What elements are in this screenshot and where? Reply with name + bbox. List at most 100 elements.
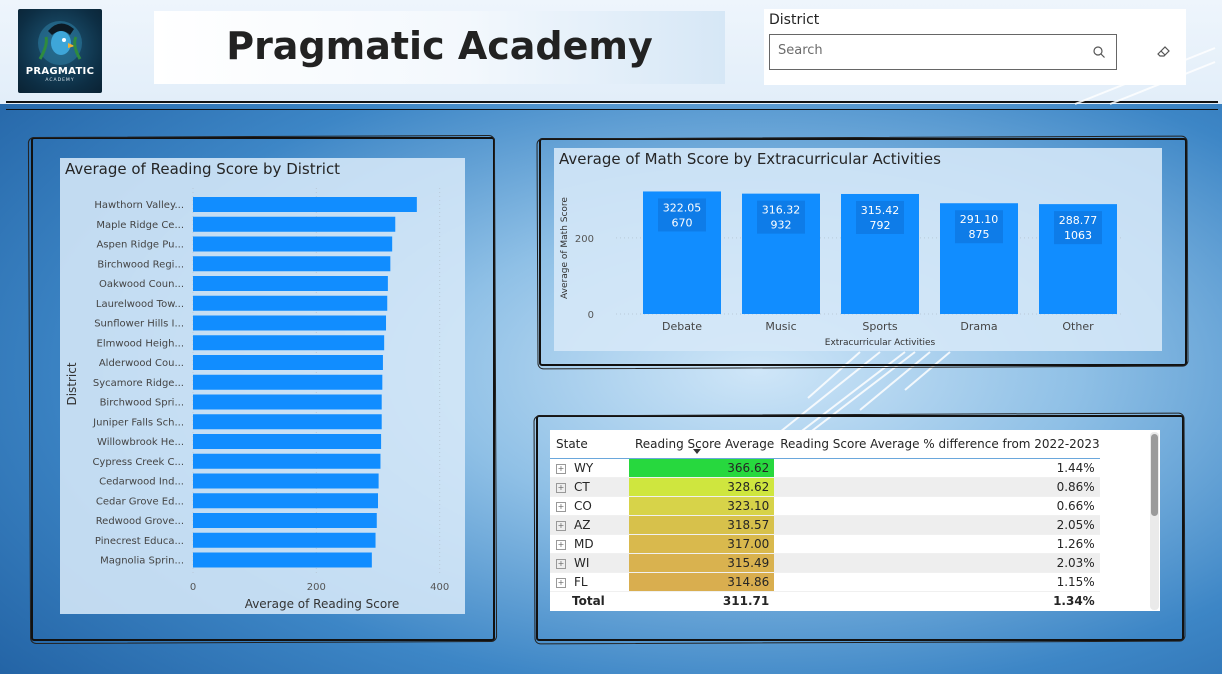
state-cell[interactable]: + WI [550, 553, 629, 573]
category-label: Maple Ridge Ce... [96, 220, 184, 231]
math-chart-panel[interactable]: Average of Math Score by Extracurricular… [554, 148, 1162, 351]
reading-avg-cell: 366.62 [629, 458, 775, 478]
bar [193, 473, 379, 489]
bar [193, 315, 387, 331]
data-label-bg [1054, 211, 1102, 245]
table-row[interactable]: + FL 314.86 1.15% [550, 572, 1100, 592]
pct-diff-cell: 2.05% [774, 515, 1100, 535]
category-label: Hawthorn Valley... [94, 200, 184, 211]
reading-avg-cell: 317.00 [629, 534, 775, 554]
data-label-bg [856, 200, 904, 234]
expand-icon[interactable]: + [556, 520, 566, 531]
bar [193, 513, 377, 528]
slicer-title: District [769, 12, 820, 28]
state-label: CO [574, 499, 592, 513]
math-chart-title: Average of Math Score by Extracurricular… [559, 150, 941, 168]
pct-diff-cell: 1.15% [774, 572, 1100, 592]
eraser-icon[interactable] [1155, 44, 1171, 58]
pct-diff-cell: 0.86% [774, 477, 1100, 497]
expand-icon[interactable]: + [556, 577, 566, 588]
category-label: Sycamore Ridge... [93, 378, 184, 389]
expand-icon[interactable]: + [556, 501, 566, 512]
bar [193, 276, 388, 291]
table-row[interactable]: + CO 323.10 0.66% [550, 496, 1100, 516]
y-tick-label: 0 [588, 310, 594, 321]
table-row[interactable]: + AZ 318.57 2.05% [550, 515, 1100, 535]
state-cell[interactable]: + WY [550, 458, 629, 478]
data-label-value: 315.42 [861, 204, 900, 217]
x-tick-label: 200 [307, 582, 326, 593]
data-label-bg [955, 210, 1003, 244]
category-label: Laurelwood Tow... [96, 299, 184, 310]
state-label: AZ [574, 518, 591, 532]
state-label: MD [574, 537, 594, 551]
expand-icon[interactable]: + [556, 558, 566, 569]
data-label-count: 1063 [1064, 229, 1092, 242]
category-label: Juniper Falls Sch... [92, 417, 184, 428]
data-label-value: 288.77 [1059, 214, 1098, 227]
state-label: WY [574, 461, 594, 475]
state-cell[interactable]: + FL [550, 572, 629, 592]
col-header-reading-avg[interactable]: Reading Score Average [629, 430, 775, 459]
reading-chart: 0 200 400 Hawthorn Valley... Maple Ridge Ce.… [65, 188, 449, 611]
bar [193, 493, 378, 509]
x-tick-label: 400 [430, 582, 449, 593]
table-row[interactable]: + MD 317.00 1.26% [550, 534, 1100, 554]
search-input[interactable] [778, 43, 1078, 58]
table-frame [536, 415, 1184, 641]
reading-chart-panel[interactable]: Average of Reading Score by District 0 20… [60, 158, 465, 614]
expand-icon[interactable]: + [556, 463, 566, 474]
data-label-value: 291.10 [960, 213, 999, 226]
col-header-state[interactable]: State [550, 430, 629, 459]
state-cell[interactable]: + AZ [550, 515, 629, 535]
x-axis-label: Average of Reading Score [245, 597, 400, 611]
state-label: FL [574, 575, 588, 589]
data-label-count: 932 [771, 219, 792, 232]
category-label: Redwood Grove... [96, 516, 184, 527]
table-row[interactable]: + WY 366.62 1.44% [550, 458, 1100, 478]
bar [193, 197, 417, 212]
bar [193, 434, 382, 449]
bar [193, 236, 393, 252]
total-row: Total 311.71 1.34% [550, 591, 1100, 610]
reading-by-state-table[interactable]: State Reading Score Average Reading Scor… [550, 430, 1100, 610]
category-label: Debate [662, 320, 702, 333]
category-label: Alderwood Cou... [99, 358, 184, 369]
data-label-bg [757, 200, 805, 234]
table-row[interactable]: + WI 315.49 2.03% [550, 553, 1100, 573]
table-row[interactable]: + CT 328.62 0.86% [550, 477, 1100, 497]
data-label-count: 792 [870, 219, 891, 232]
search-box[interactable] [769, 34, 1117, 70]
total-label: Total [550, 591, 629, 610]
reading-chart-title: Average of Reading Score by District [65, 160, 341, 178]
search-icon[interactable] [1092, 45, 1106, 59]
state-cell[interactable]: + MD [550, 534, 629, 554]
bar [193, 256, 391, 272]
x-axis-label: Extracurricular Activities [825, 338, 936, 348]
state-cell[interactable]: + CO [550, 496, 629, 516]
y-axis-label: Average of Math Score [560, 197, 570, 299]
total-pct-diff: 1.34% [774, 591, 1100, 610]
district-slicer[interactable]: District [764, 9, 1186, 85]
academy-logo: PRAGMATIC ACADEMY [18, 9, 102, 93]
bar [193, 552, 372, 568]
reading-avg-cell: 315.49 [629, 553, 775, 573]
table-scrollbar[interactable] [1150, 432, 1159, 610]
col-header-pct-diff[interactable]: Reading Score Average % difference from … [774, 430, 1100, 459]
logo-text: PRAGMATIC [25, 66, 95, 77]
expand-icon[interactable]: + [556, 482, 566, 493]
expand-icon[interactable]: + [556, 539, 566, 550]
data-label-count: 670 [672, 216, 693, 229]
reading-avg-cell: 328.62 [629, 477, 775, 497]
state-table[interactable]: State Reading Score Average Reading Scor… [550, 430, 1160, 611]
state-cell[interactable]: + CT [550, 477, 629, 497]
table-scroll-thumb[interactable] [1151, 434, 1158, 516]
col-header-reading-avg-label: Reading Score Average [635, 437, 775, 451]
category-label: Elmwood Heigh... [97, 338, 184, 349]
bar [193, 394, 382, 410]
data-label-value: 316.32 [762, 204, 801, 217]
sort-descending-icon[interactable] [693, 449, 701, 454]
data-label-bg [658, 198, 706, 232]
pct-diff-cell: 0.66% [774, 496, 1100, 516]
category-label: Drama [960, 320, 997, 333]
